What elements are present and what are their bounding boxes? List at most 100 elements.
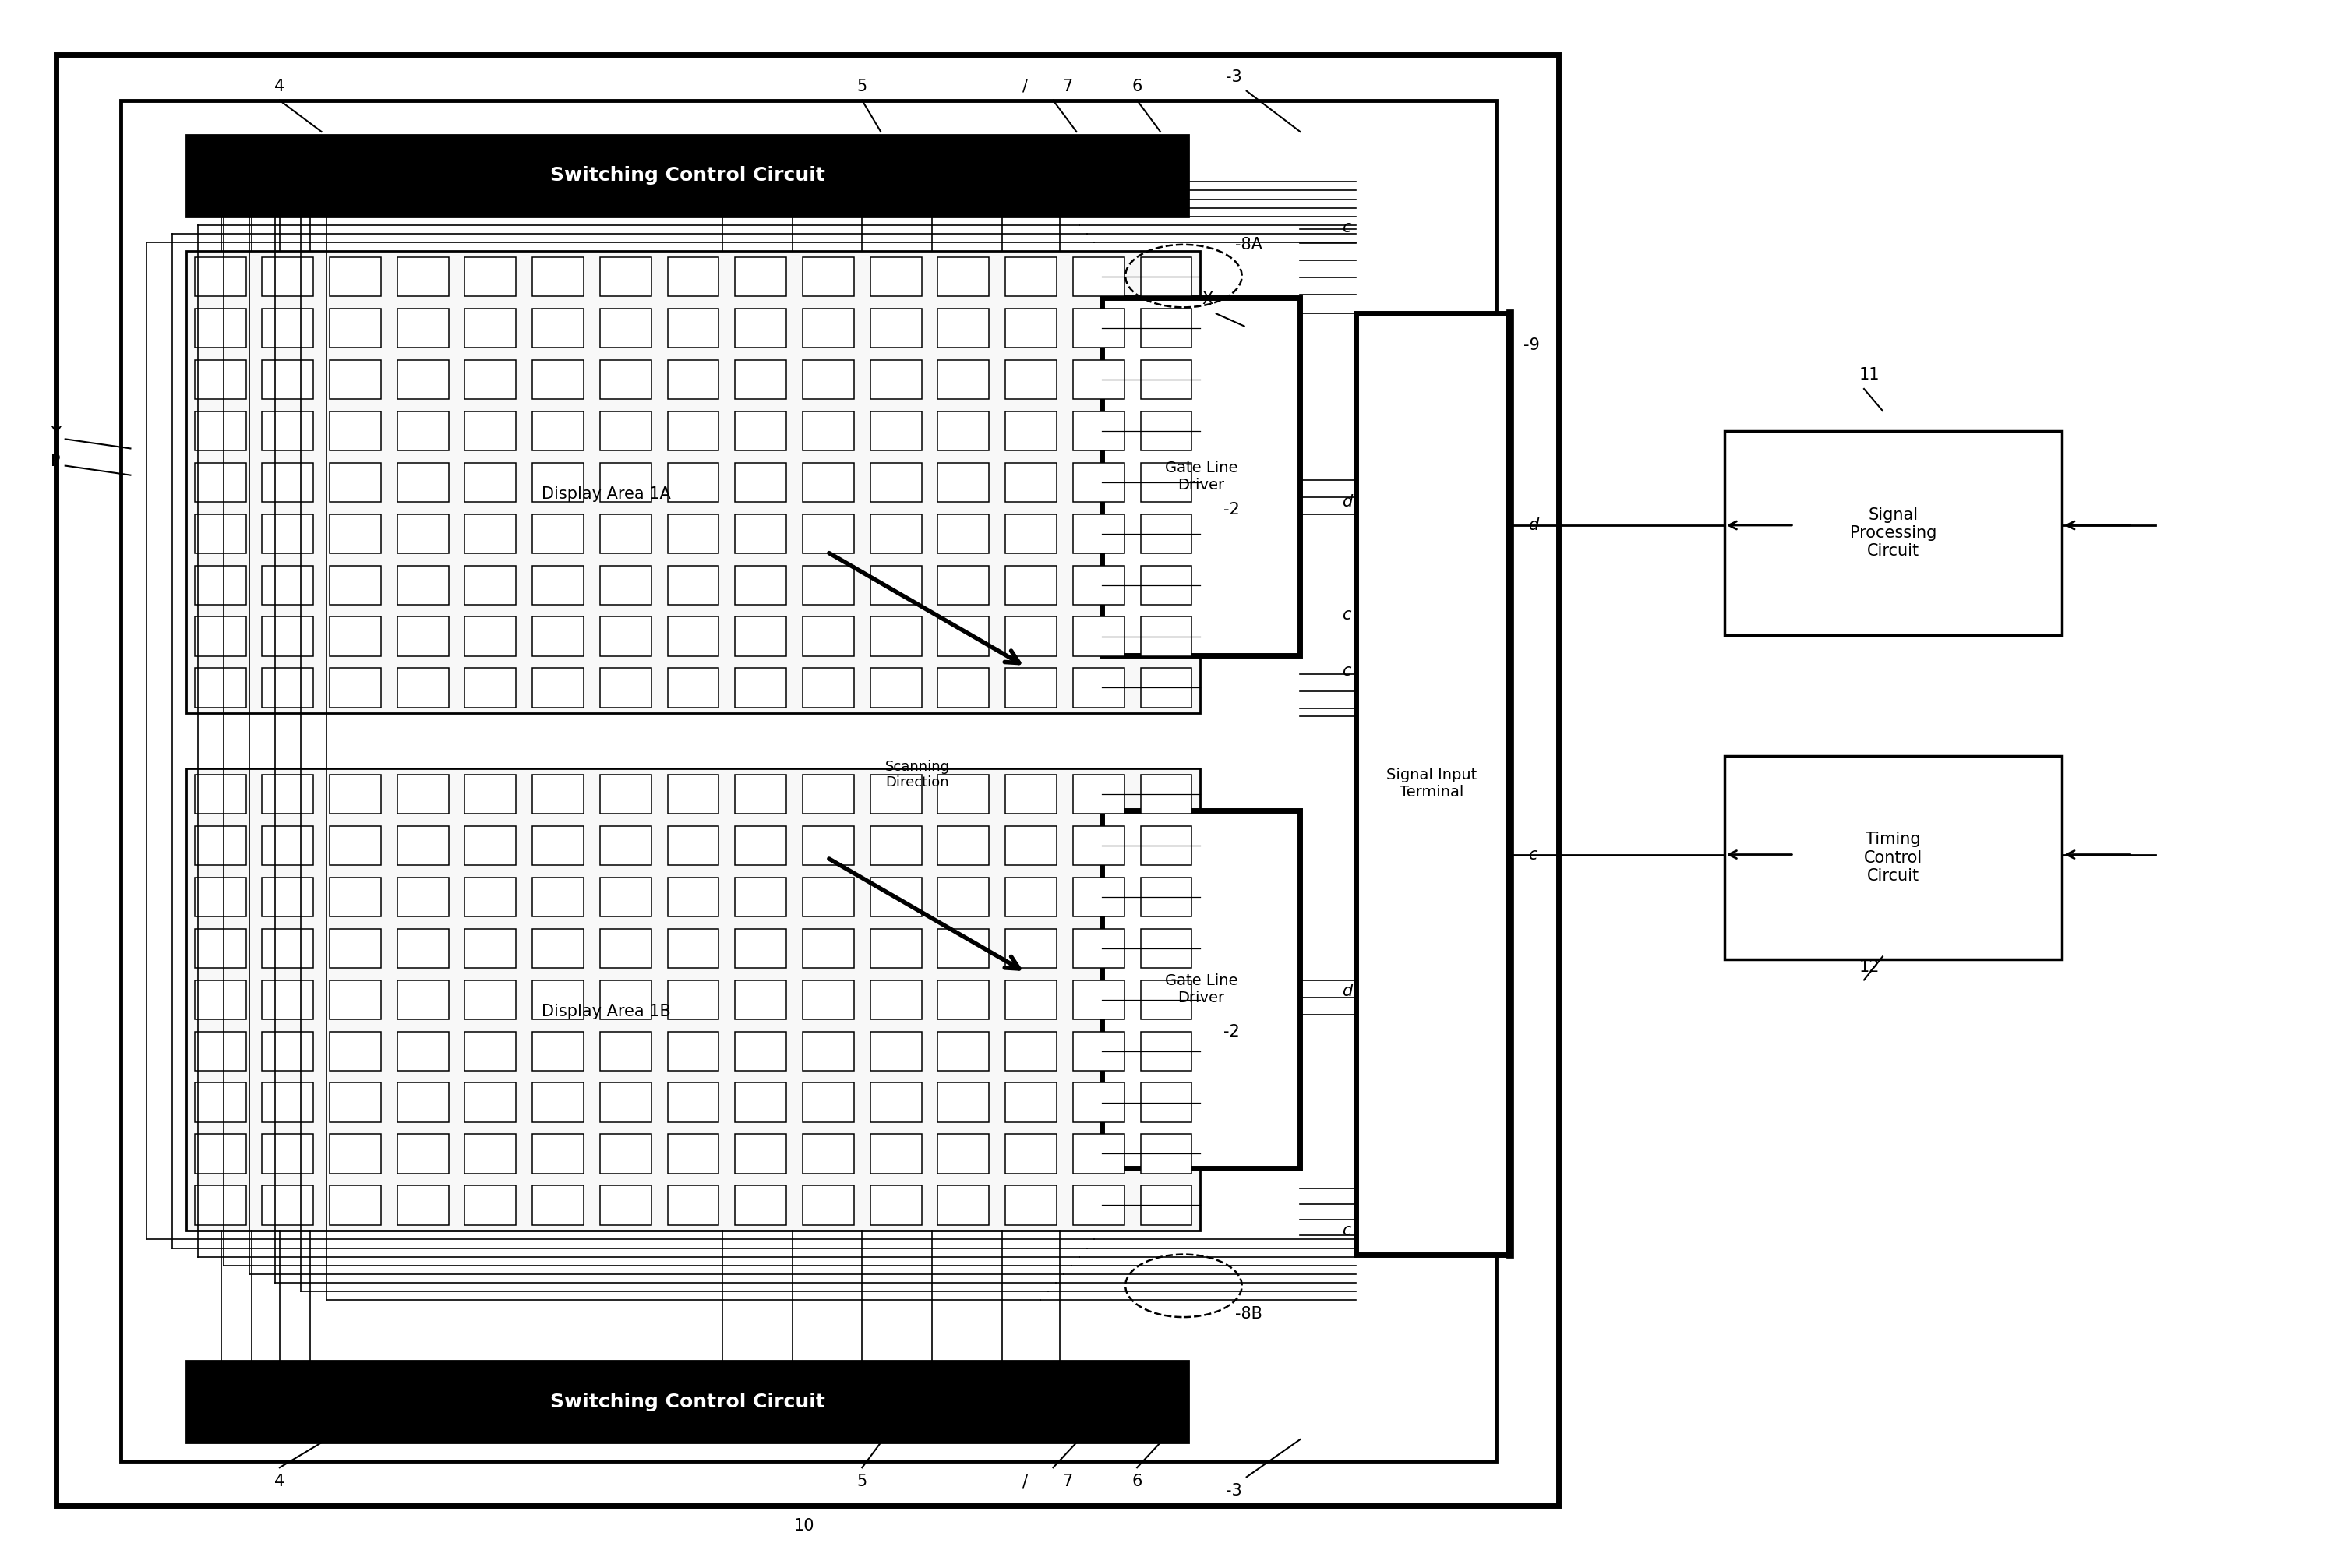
Bar xyxy=(329,1032,382,1071)
Bar xyxy=(937,359,990,398)
Bar xyxy=(329,775,382,814)
Bar xyxy=(193,668,247,707)
Bar xyxy=(1004,980,1058,1019)
Bar xyxy=(666,463,720,502)
Bar xyxy=(734,826,788,866)
Bar xyxy=(1139,616,1193,655)
Bar xyxy=(1004,1083,1058,1123)
Bar xyxy=(802,668,855,707)
Bar xyxy=(937,1083,990,1123)
Text: 7: 7 xyxy=(1062,1474,1072,1490)
Bar xyxy=(464,566,517,605)
Bar xyxy=(396,566,450,605)
Bar xyxy=(329,826,382,866)
Bar xyxy=(329,359,382,398)
Bar xyxy=(464,928,517,967)
Bar xyxy=(396,877,450,916)
Bar xyxy=(802,309,855,348)
Text: Switching Control Circuit: Switching Control Circuit xyxy=(550,166,825,185)
Bar xyxy=(1724,756,2062,960)
Bar xyxy=(734,616,788,655)
Text: 4: 4 xyxy=(275,1474,284,1490)
Bar xyxy=(802,463,855,502)
Text: -8A: -8A xyxy=(1235,237,1263,252)
Bar xyxy=(666,980,720,1019)
Bar xyxy=(261,877,315,916)
Bar xyxy=(261,826,315,866)
Text: c: c xyxy=(1528,847,1538,862)
Bar xyxy=(1004,257,1058,296)
Bar xyxy=(869,359,923,398)
Bar xyxy=(531,359,585,398)
Bar xyxy=(802,1134,855,1173)
Text: d: d xyxy=(1342,983,1351,999)
Bar xyxy=(1139,566,1193,605)
Bar xyxy=(261,514,315,554)
Bar xyxy=(802,1032,855,1071)
Bar xyxy=(802,826,855,866)
Bar xyxy=(869,463,923,502)
Bar xyxy=(261,309,315,348)
Text: Gate Line
Driver: Gate Line Driver xyxy=(1165,974,1237,1005)
Bar xyxy=(329,668,382,707)
Text: c: c xyxy=(1342,663,1351,679)
Bar xyxy=(599,463,652,502)
Bar xyxy=(937,980,990,1019)
Text: c: c xyxy=(1342,220,1351,235)
Bar xyxy=(1072,1185,1125,1225)
Bar xyxy=(734,359,788,398)
Bar xyxy=(1139,826,1193,866)
Bar xyxy=(329,1134,382,1173)
Bar xyxy=(869,411,923,450)
Bar xyxy=(56,55,1559,1505)
Bar xyxy=(396,1134,450,1173)
Bar xyxy=(531,411,585,450)
Bar xyxy=(666,928,720,967)
Bar xyxy=(1004,411,1058,450)
Bar xyxy=(599,566,652,605)
Bar xyxy=(193,1185,247,1225)
Bar xyxy=(937,668,990,707)
Bar xyxy=(937,1032,990,1071)
Bar xyxy=(666,1134,720,1173)
Bar xyxy=(734,1134,788,1173)
Bar xyxy=(666,1032,720,1071)
Bar xyxy=(261,411,315,450)
Bar xyxy=(734,1185,788,1225)
Bar xyxy=(937,877,990,916)
Bar xyxy=(1004,1134,1058,1173)
Bar xyxy=(802,514,855,554)
Bar xyxy=(464,1083,517,1123)
Bar xyxy=(802,1185,855,1225)
Bar xyxy=(193,1032,247,1071)
Bar xyxy=(666,411,720,450)
Bar xyxy=(1072,928,1125,967)
Bar xyxy=(396,928,450,967)
Bar xyxy=(531,309,585,348)
Bar xyxy=(464,1134,517,1173)
Bar xyxy=(802,359,855,398)
Bar xyxy=(396,1032,450,1071)
Bar xyxy=(531,514,585,554)
Text: 7: 7 xyxy=(1062,78,1072,94)
Text: d: d xyxy=(1528,517,1538,533)
Text: -9: -9 xyxy=(1524,337,1540,353)
Bar xyxy=(734,411,788,450)
Bar xyxy=(937,411,990,450)
Bar xyxy=(1102,298,1300,655)
Text: X: X xyxy=(1202,292,1214,307)
Text: -3: -3 xyxy=(1226,69,1242,85)
Text: 5: 5 xyxy=(857,78,867,94)
Bar xyxy=(599,826,652,866)
Bar xyxy=(937,514,990,554)
Text: Y: Y xyxy=(51,426,61,442)
Bar xyxy=(802,928,855,967)
Bar xyxy=(261,1032,315,1071)
Bar xyxy=(734,1032,788,1071)
Bar xyxy=(531,1032,585,1071)
Bar xyxy=(802,877,855,916)
Bar xyxy=(869,514,923,554)
Bar xyxy=(396,775,450,814)
Bar xyxy=(1004,877,1058,916)
Text: -2: -2 xyxy=(1223,1024,1240,1040)
